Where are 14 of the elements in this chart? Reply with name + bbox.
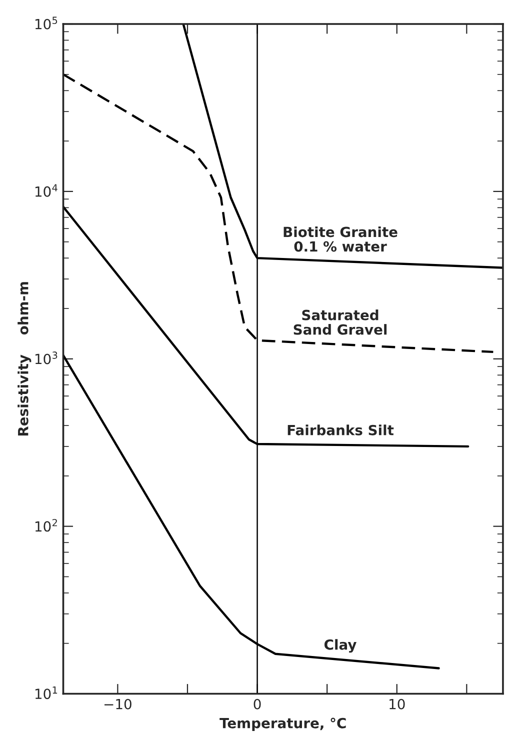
x-tick-label: −10 [104,698,132,710]
series-label: Biotite Granite 0.1 % water [284,226,398,252]
y-tick-label: 10$^{3}$ [35,352,58,364]
y-tick-label: 10$^{2}$ [35,518,57,532]
y-axis-title: Resistivity ohm-m [18,282,32,436]
x-axis-title: Temperature, °C [220,718,346,732]
series-label: Saturated Sand Gravel [294,310,387,335]
y-tick-label: 10$^{1}$ [35,686,58,700]
series-label: Fairbanks Silt [288,424,394,436]
y-tick-label: 10$^{5}$ [35,16,58,30]
y-tick-label: 10$^{4}$ [35,184,58,197]
x-tick-label: 10 [390,698,405,710]
series-label: Clay [324,639,356,653]
x-tick-label: 0 [254,698,261,710]
